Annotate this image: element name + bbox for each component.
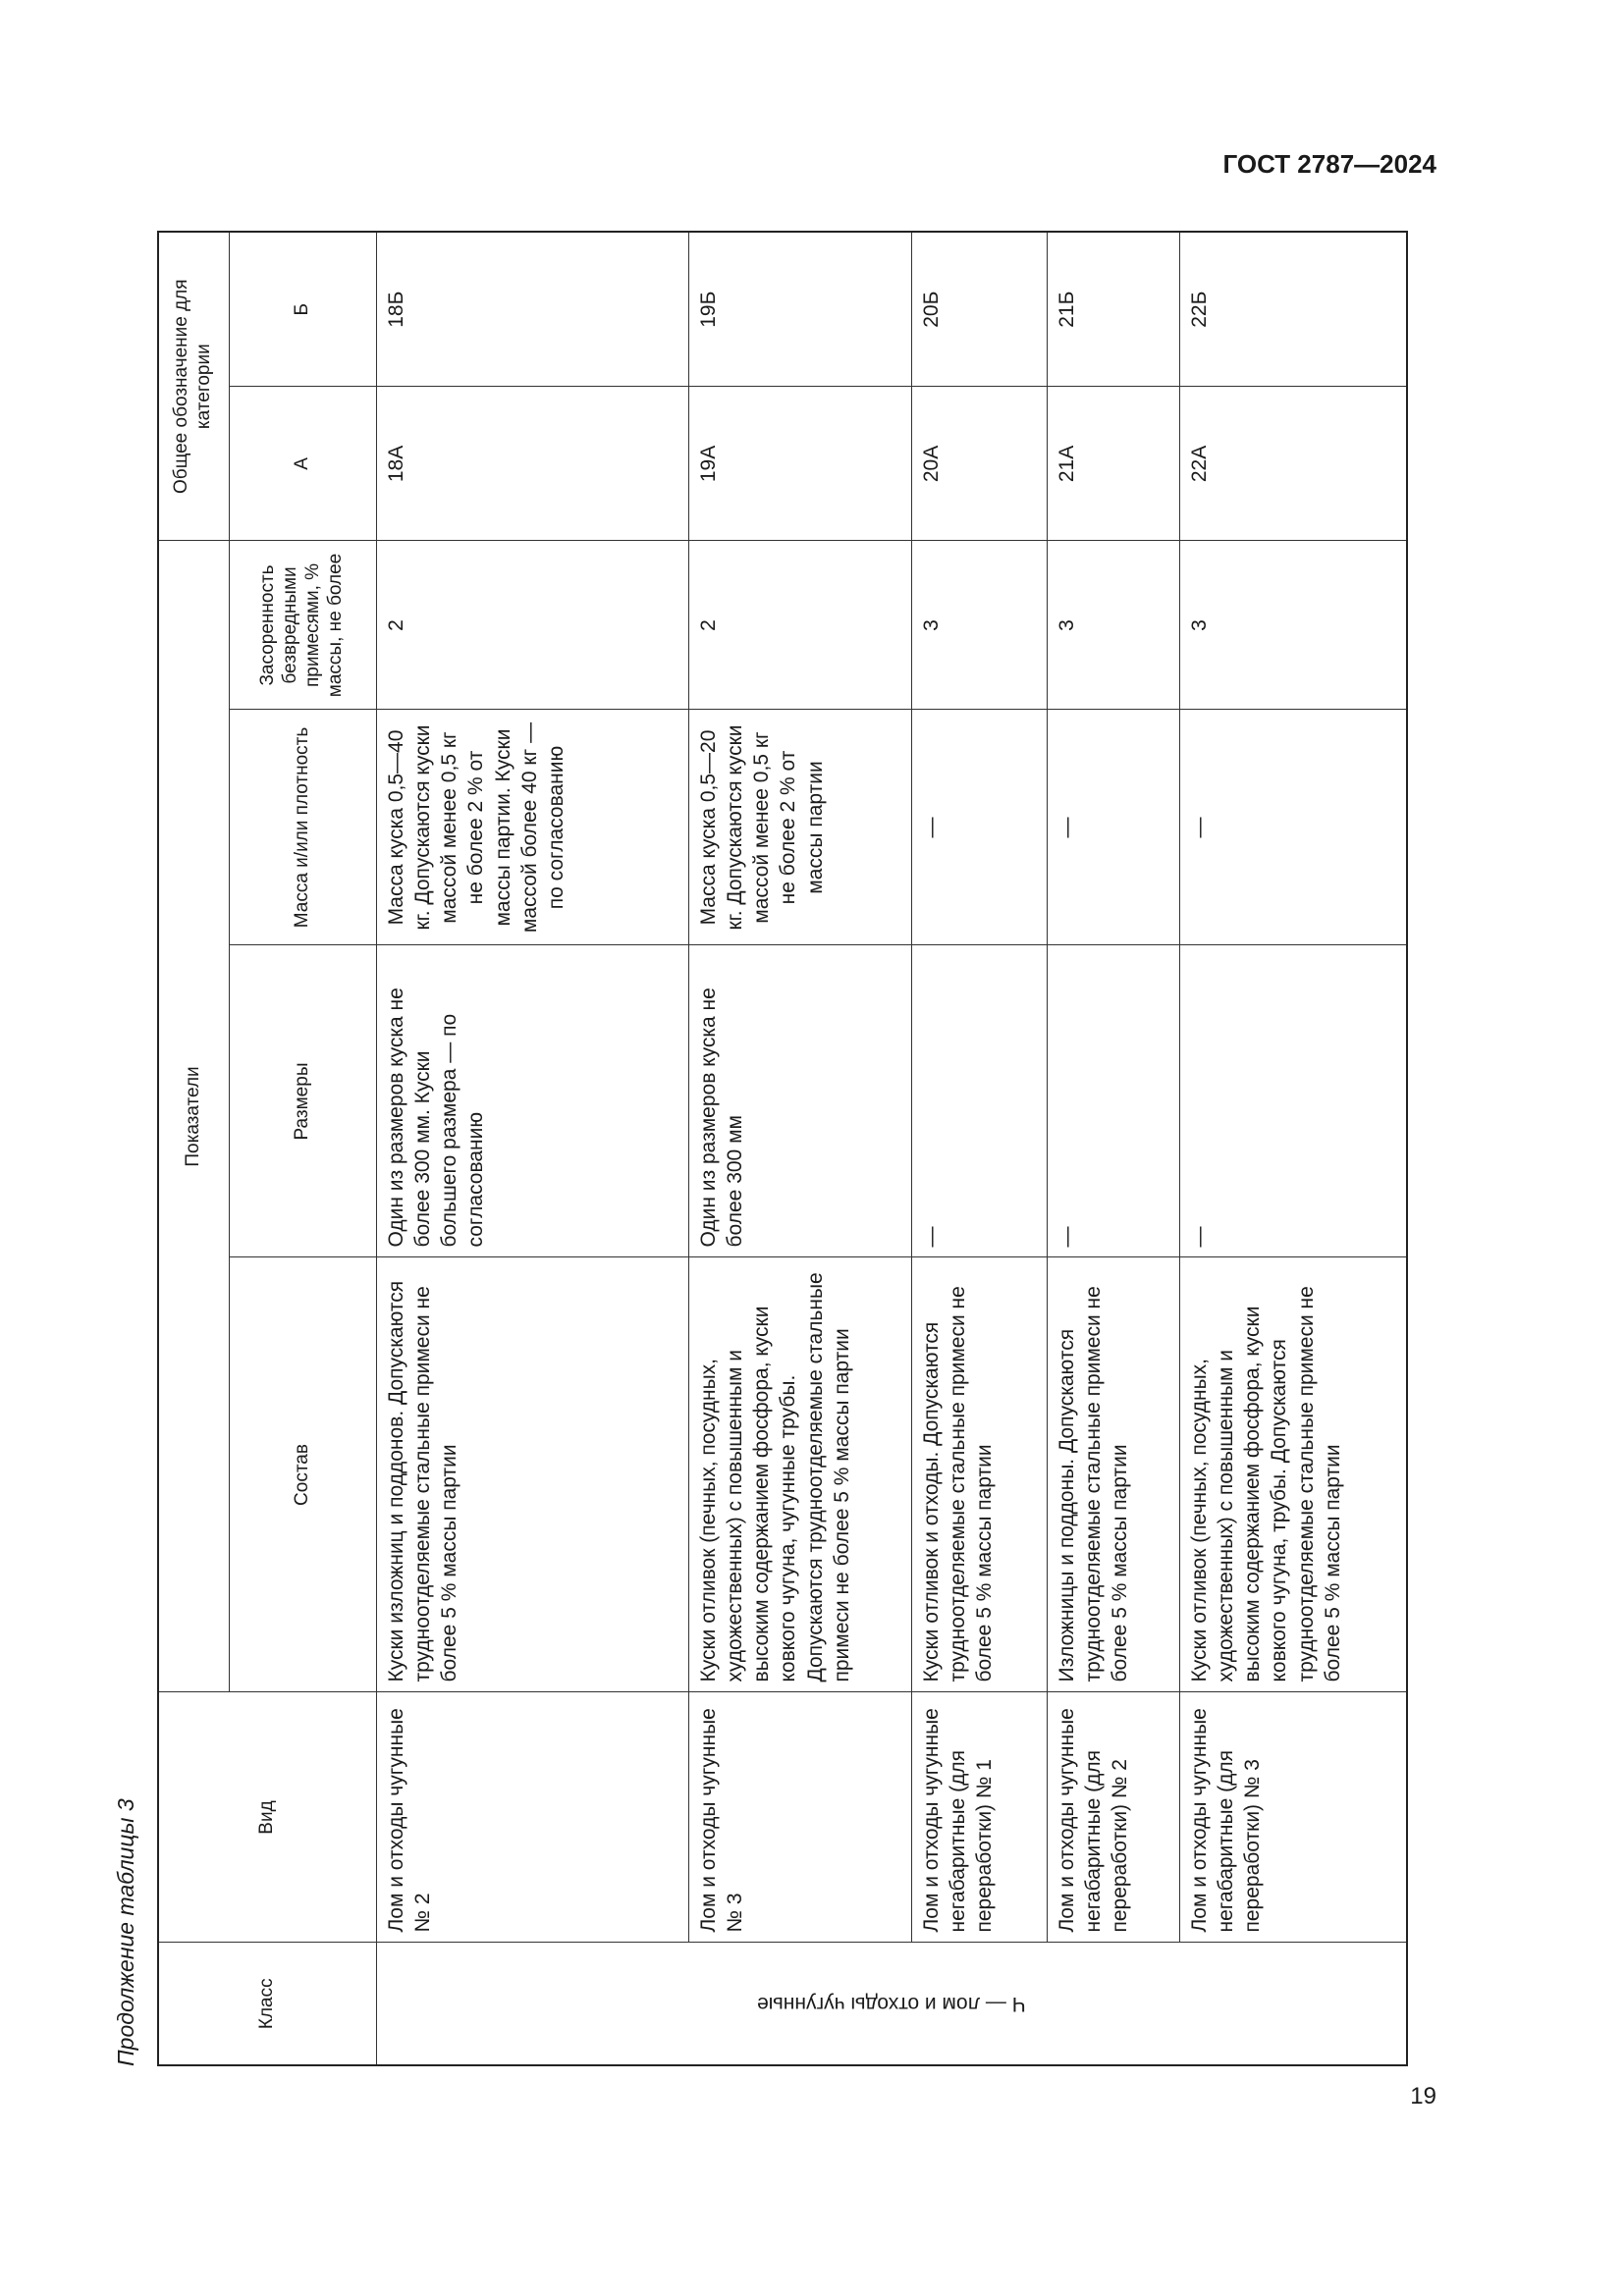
table-cell: 21А — [1047, 386, 1179, 541]
table-cell: 22Б — [1179, 231, 1407, 387]
table-cell: Лом и отходы чугунные № 3 — [688, 1692, 911, 1943]
table-row: Лом и отходы чугунные негабаритные (для … — [911, 231, 1047, 2065]
table-row: Лом и отходы чугунные № 3 Куски отливок (… — [688, 231, 911, 2065]
table-cell: 3 — [1047, 540, 1179, 710]
header-cell: Общее обозначение для категории — [158, 231, 229, 541]
table-cell: Один из размеров куска не более 300 мм — [688, 945, 911, 1257]
table-cell: 20А — [911, 386, 1047, 541]
header-cell: А — [229, 386, 376, 541]
table-cell: 21Б — [1047, 231, 1179, 387]
header-cell: Показатели — [158, 540, 229, 1692]
header-cell: Б — [229, 231, 376, 387]
table-cell: 2 — [688, 540, 911, 710]
header-cell: Засоренность безвредными примесями, % ма… — [229, 540, 376, 710]
table-cell: 3 — [1179, 540, 1407, 710]
header-cell: Размеры — [229, 945, 376, 1257]
table-row: Ч — лом и отходы чугунные Лом и отходы чу… — [376, 231, 1407, 2065]
page-number: 19 — [1410, 2083, 1436, 2109]
table-cell: 2 — [376, 540, 688, 710]
table-cell: 3 — [911, 540, 1047, 710]
class-cell: Ч — лом и отходы чугунные — [376, 1943, 1407, 2065]
table-cell: Куски отливок (печных, посудных, художес… — [1179, 1257, 1407, 1692]
header-cell: Масса и/или плотность — [229, 710, 376, 945]
table-cell: Куски отливок и отходы. Допускаются труд… — [911, 1257, 1047, 1692]
class-label: Ч — лом и отходы чугунные — [756, 1992, 1026, 2015]
table-cell: Лом и отходы чугунные негабаритные (для … — [1047, 1692, 1179, 1943]
table-cell: 19Б — [688, 231, 911, 387]
table-cell: — — [1047, 945, 1179, 1257]
table-cell: Лом и отходы чугунные негабаритные (для … — [1179, 1692, 1407, 1943]
table-cell: 20Б — [911, 231, 1047, 387]
table-cell: 19А — [688, 386, 911, 541]
table: Класс Вид Показатели Общее обозначение д… — [157, 230, 1408, 2066]
table-cell: Куски отливок (печных, посудных, художес… — [688, 1257, 911, 1692]
table-cell: Изложницы и поддоны. Допускаются трудноо… — [1047, 1257, 1179, 1692]
table-cell: Лом и отходы чугунные № 2 — [376, 1692, 688, 1943]
table-container: Класс Вид Показатели Общее обозначение д… — [157, 230, 1408, 2066]
standard-number: ГОСТ 2787—2024 — [1222, 149, 1436, 179]
table-cell: Куски изложниц и поддонов. Допускаются т… — [376, 1257, 688, 1692]
header-cell: Состав — [229, 1257, 376, 1692]
table-caption: Продолжение таблицы 3 — [113, 1798, 138, 2066]
header-row: Класс Вид Показатели Общее обозначение д… — [158, 231, 376, 2065]
table-cell: 22А — [1179, 386, 1407, 541]
table-cell: — — [1179, 945, 1407, 1257]
table-row: Лом и отходы чугунные негабаритные (для … — [1047, 231, 1179, 2065]
table-cell: — — [911, 945, 1047, 1257]
table-row: Лом и отходы чугунные негабаритные (для … — [1179, 231, 1407, 2065]
table-cell: — — [1047, 710, 1179, 945]
table-cell: — — [911, 710, 1047, 945]
table-cell: Масса куска 0,5—20 кг. Допускаются куски… — [688, 710, 911, 945]
table-cell: — — [1179, 710, 1407, 945]
table-cell: 18А — [376, 386, 688, 541]
header-cell: Вид — [158, 1692, 376, 1943]
table-cell: Масса куска 0,5—40 кг. Допускаются куски… — [376, 710, 688, 945]
header-cell: Класс — [158, 1943, 376, 2065]
table-cell: Один из размеров куска не более 300 мм. … — [376, 945, 688, 1257]
table-cell: Лом и отходы чугунные негабаритные (для … — [911, 1692, 1047, 1943]
table-cell: 18Б — [376, 231, 688, 387]
